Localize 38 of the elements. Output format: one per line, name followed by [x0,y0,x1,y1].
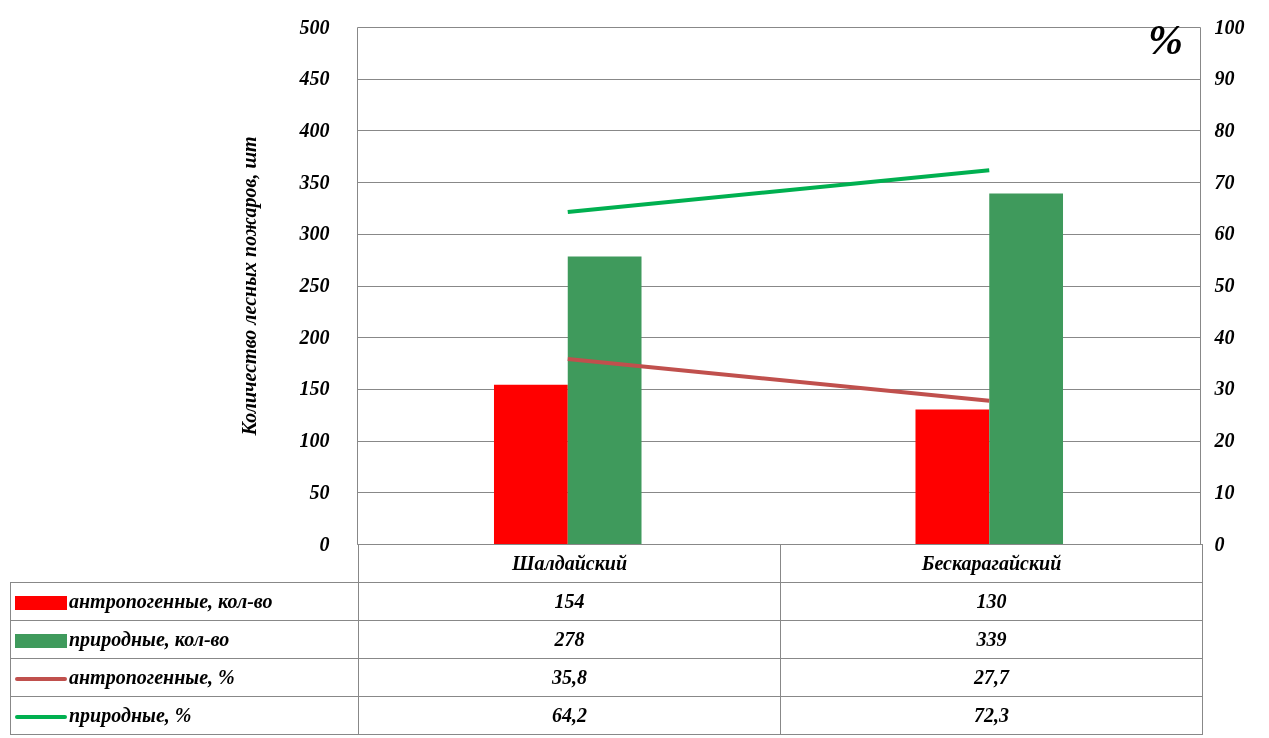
y-tick-label: 350 [298,170,330,193]
y2-tick-label: 20 [1213,429,1235,452]
y-tick-label: 300 [298,222,330,245]
y2-tick-label: 30 [1213,377,1235,400]
legend-label: антропогенные, % [10,658,359,697]
y-tick-label: 400 [298,118,330,141]
y2-tick-label: 60 [1214,222,1235,245]
data-label: 339 [780,620,1203,659]
y-tick-label: 150 [299,377,330,400]
data-label: 27,7 [780,658,1203,697]
y-tick-label: 50 [309,480,330,503]
legend-label: антропогенные, кол-во [10,582,359,621]
y2-tick-label: 10 [1214,480,1235,503]
y2-axis-title: % [1148,16,1183,63]
y2-tick-label: 100 [1214,15,1245,38]
y2-tick-label: 90 [1214,67,1235,90]
data-label: 64,2 [358,696,781,735]
y-tick-label: 200 [298,325,330,348]
x-tick-label: Шалдайский [358,544,781,583]
y-axis-title: Количество лесных пожаров, шт [237,136,261,437]
y-tick-label: 100 [299,429,330,452]
y-tick-label: 250 [298,274,330,296]
y2-tick-label: 40 [1213,325,1235,348]
data-label: 278 [358,620,781,659]
y2-tick-label: 80 [1214,118,1235,141]
data-label: 72,3 [780,696,1203,735]
y2-tick-label: 70 [1214,170,1235,193]
legend-label: природные, % [10,696,359,735]
data-label: 154 [358,582,781,621]
y-tick-label: 0 [319,532,330,555]
y2-tick-label: 0 [1214,532,1225,555]
y2-tick-label: 50 [1214,274,1235,296]
data-label: 130 [780,582,1203,621]
x-tick-label: Бескарагайский [780,544,1203,583]
y-tick-label: 500 [299,15,330,38]
data-label: 35,8 [358,658,781,697]
y-tick-label: 450 [298,67,330,90]
legend-label: природные, кол-во [10,620,359,659]
